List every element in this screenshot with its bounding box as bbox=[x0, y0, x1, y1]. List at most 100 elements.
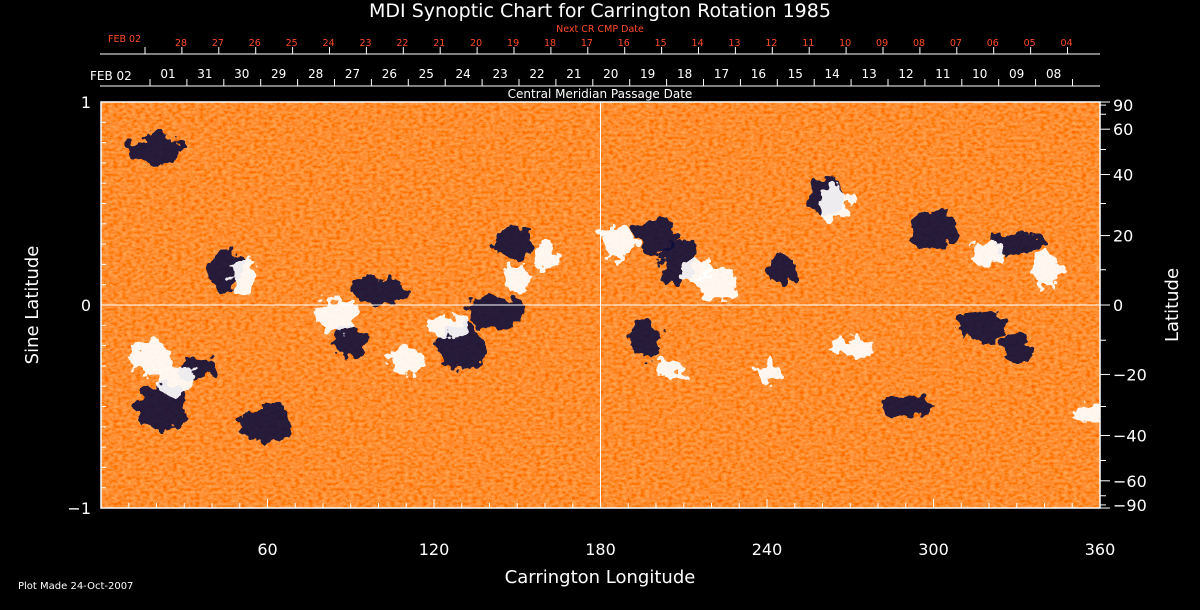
next-date-label: 27 bbox=[212, 38, 224, 49]
negative-region-19 bbox=[128, 134, 185, 165]
next-date-label: 26 bbox=[249, 38, 261, 49]
y-left-tick-label: −1 bbox=[67, 499, 91, 518]
cmp-date-label: 08 bbox=[1046, 67, 1061, 81]
next-date-label: 06 bbox=[987, 38, 999, 49]
positive-region-4 bbox=[387, 347, 426, 375]
cmp-date-label: 27 bbox=[345, 67, 360, 81]
next-date-label: 11 bbox=[802, 38, 814, 49]
next-date-label: 25 bbox=[286, 38, 298, 49]
negative-region-13 bbox=[909, 209, 958, 249]
y-left-tick-label: 1 bbox=[81, 93, 91, 112]
cmp-date-label: 09 bbox=[1009, 67, 1024, 81]
y-axis-right: 90 60 40 20 0 −20 −40 −60 −90 bbox=[1100, 96, 1147, 515]
x-tick-label: 60 bbox=[257, 540, 277, 559]
plot-made-footer: Plot Made 24-Oct-2007 bbox=[18, 581, 133, 592]
next-date-label: 20 bbox=[470, 38, 482, 49]
chart-title: MDI Synoptic Chart for Carrington Rotati… bbox=[369, 0, 831, 22]
cmp-date-label: 17 bbox=[714, 67, 729, 81]
positive-region-6 bbox=[504, 262, 531, 291]
y-right-tick-label: −40 bbox=[1113, 426, 1147, 445]
x-tick-label: 180 bbox=[585, 540, 616, 559]
next-date-label: 16 bbox=[618, 38, 630, 49]
positive-region-11 bbox=[827, 338, 874, 356]
cmp-date-label: 15 bbox=[788, 67, 803, 81]
negative-region-3 bbox=[333, 325, 368, 355]
cmp-date-label: 22 bbox=[529, 67, 544, 81]
positive-region-5 bbox=[427, 314, 469, 338]
next-date-label: 21 bbox=[433, 38, 445, 49]
cmp-date-label: 18 bbox=[677, 67, 692, 81]
y-right-tick-label: 60 bbox=[1113, 120, 1133, 139]
positive-region-2 bbox=[231, 258, 260, 296]
next-date-label: 17 bbox=[581, 38, 593, 49]
negative-region-18 bbox=[241, 405, 294, 444]
positive-region-0 bbox=[130, 340, 172, 376]
cmp-date-label: 29 bbox=[271, 67, 286, 81]
negative-region-15 bbox=[989, 231, 1045, 253]
cmp-date-label: 23 bbox=[492, 67, 507, 81]
negative-region-8 bbox=[634, 217, 678, 254]
next-date-label: 15 bbox=[655, 38, 667, 49]
negative-region-17 bbox=[877, 395, 934, 418]
next-date-label: 13 bbox=[728, 38, 740, 49]
positive-region-7 bbox=[531, 243, 559, 269]
cmp-date-label: 28 bbox=[308, 67, 323, 81]
cmp-date-label: 01 bbox=[160, 67, 175, 81]
negative-region-14 bbox=[957, 311, 1010, 342]
positive-region-1 bbox=[157, 364, 195, 398]
next-date-label: 08 bbox=[913, 38, 925, 49]
next-date-label: 24 bbox=[323, 38, 335, 49]
y-left-tick-label: 0 bbox=[81, 296, 91, 315]
cmp-date-label: 12 bbox=[898, 67, 913, 81]
next-date-label: 12 bbox=[765, 38, 777, 49]
cmp-date-label: 16 bbox=[751, 67, 766, 81]
cmp-date-label: 19 bbox=[640, 67, 655, 81]
next-date-label: 28 bbox=[175, 38, 187, 49]
y-right-tick-label: −90 bbox=[1113, 496, 1147, 515]
next-cr-axis: FEB 02 28 27 26 25 24 23 22 21 20 19 18 17 16 15 14 13 12… bbox=[100, 34, 1100, 55]
positive-region-16 bbox=[651, 359, 688, 377]
positive-region-13 bbox=[1029, 251, 1060, 288]
y-axis-left-label: Sine Latitude bbox=[22, 246, 43, 365]
y-right-tick-label: −20 bbox=[1113, 365, 1147, 384]
positive-region-14 bbox=[1074, 403, 1100, 422]
y-axis-right-label: Latitude bbox=[1162, 268, 1183, 342]
cmp-date-axis: FEB 02 01 31 30 29 28 27 26 25 24 23 22 21 20 19 18 17 16… bbox=[90, 67, 1100, 87]
cmp-date-label: 20 bbox=[603, 67, 618, 81]
next-cr-label: Next CR CMP Date bbox=[556, 24, 644, 35]
cmp-date-label: 13 bbox=[861, 67, 876, 81]
next-date-label: 07 bbox=[950, 38, 962, 49]
positive-region-17 bbox=[755, 362, 779, 387]
x-axis-label: Carrington Longitude bbox=[505, 567, 696, 588]
y-right-tick-label: −60 bbox=[1113, 472, 1147, 491]
negative-region-16 bbox=[1001, 331, 1032, 363]
cmp-start-label: FEB 02 bbox=[90, 69, 132, 83]
next-date-label: 09 bbox=[876, 38, 888, 49]
cmp-date-label: 24 bbox=[456, 67, 471, 81]
next-date-label: 18 bbox=[544, 38, 556, 49]
y-right-tick-label: 90 bbox=[1113, 96, 1133, 115]
negative-region-4 bbox=[351, 276, 406, 306]
positive-region-8 bbox=[600, 223, 635, 261]
cmp-date-label: 30 bbox=[234, 67, 249, 81]
next-start-label: FEB 02 bbox=[108, 34, 141, 45]
next-date-label: 22 bbox=[396, 38, 408, 49]
next-date-label: 19 bbox=[507, 38, 519, 49]
cmp-axis-label: Central Meridian Passage Date bbox=[508, 87, 693, 101]
negative-region-7 bbox=[492, 225, 531, 259]
negative-region-11 bbox=[766, 255, 796, 285]
next-date-label: 04 bbox=[1061, 38, 1073, 49]
cmp-date-label: 10 bbox=[972, 67, 987, 81]
x-axis: 60 120 180 240 300 360 bbox=[100, 499, 1115, 559]
positive-region-12 bbox=[968, 245, 1010, 267]
next-date-label: 23 bbox=[359, 38, 371, 49]
negative-region-6 bbox=[465, 294, 525, 330]
positive-region-3 bbox=[316, 297, 358, 334]
cmp-date-label: 21 bbox=[566, 67, 581, 81]
x-tick-label: 120 bbox=[419, 540, 450, 559]
y-right-tick-label: 0 bbox=[1113, 296, 1123, 315]
cmp-date-label: 26 bbox=[382, 67, 397, 81]
cmp-date-label: 25 bbox=[419, 67, 434, 81]
next-date-label: 10 bbox=[839, 38, 851, 49]
